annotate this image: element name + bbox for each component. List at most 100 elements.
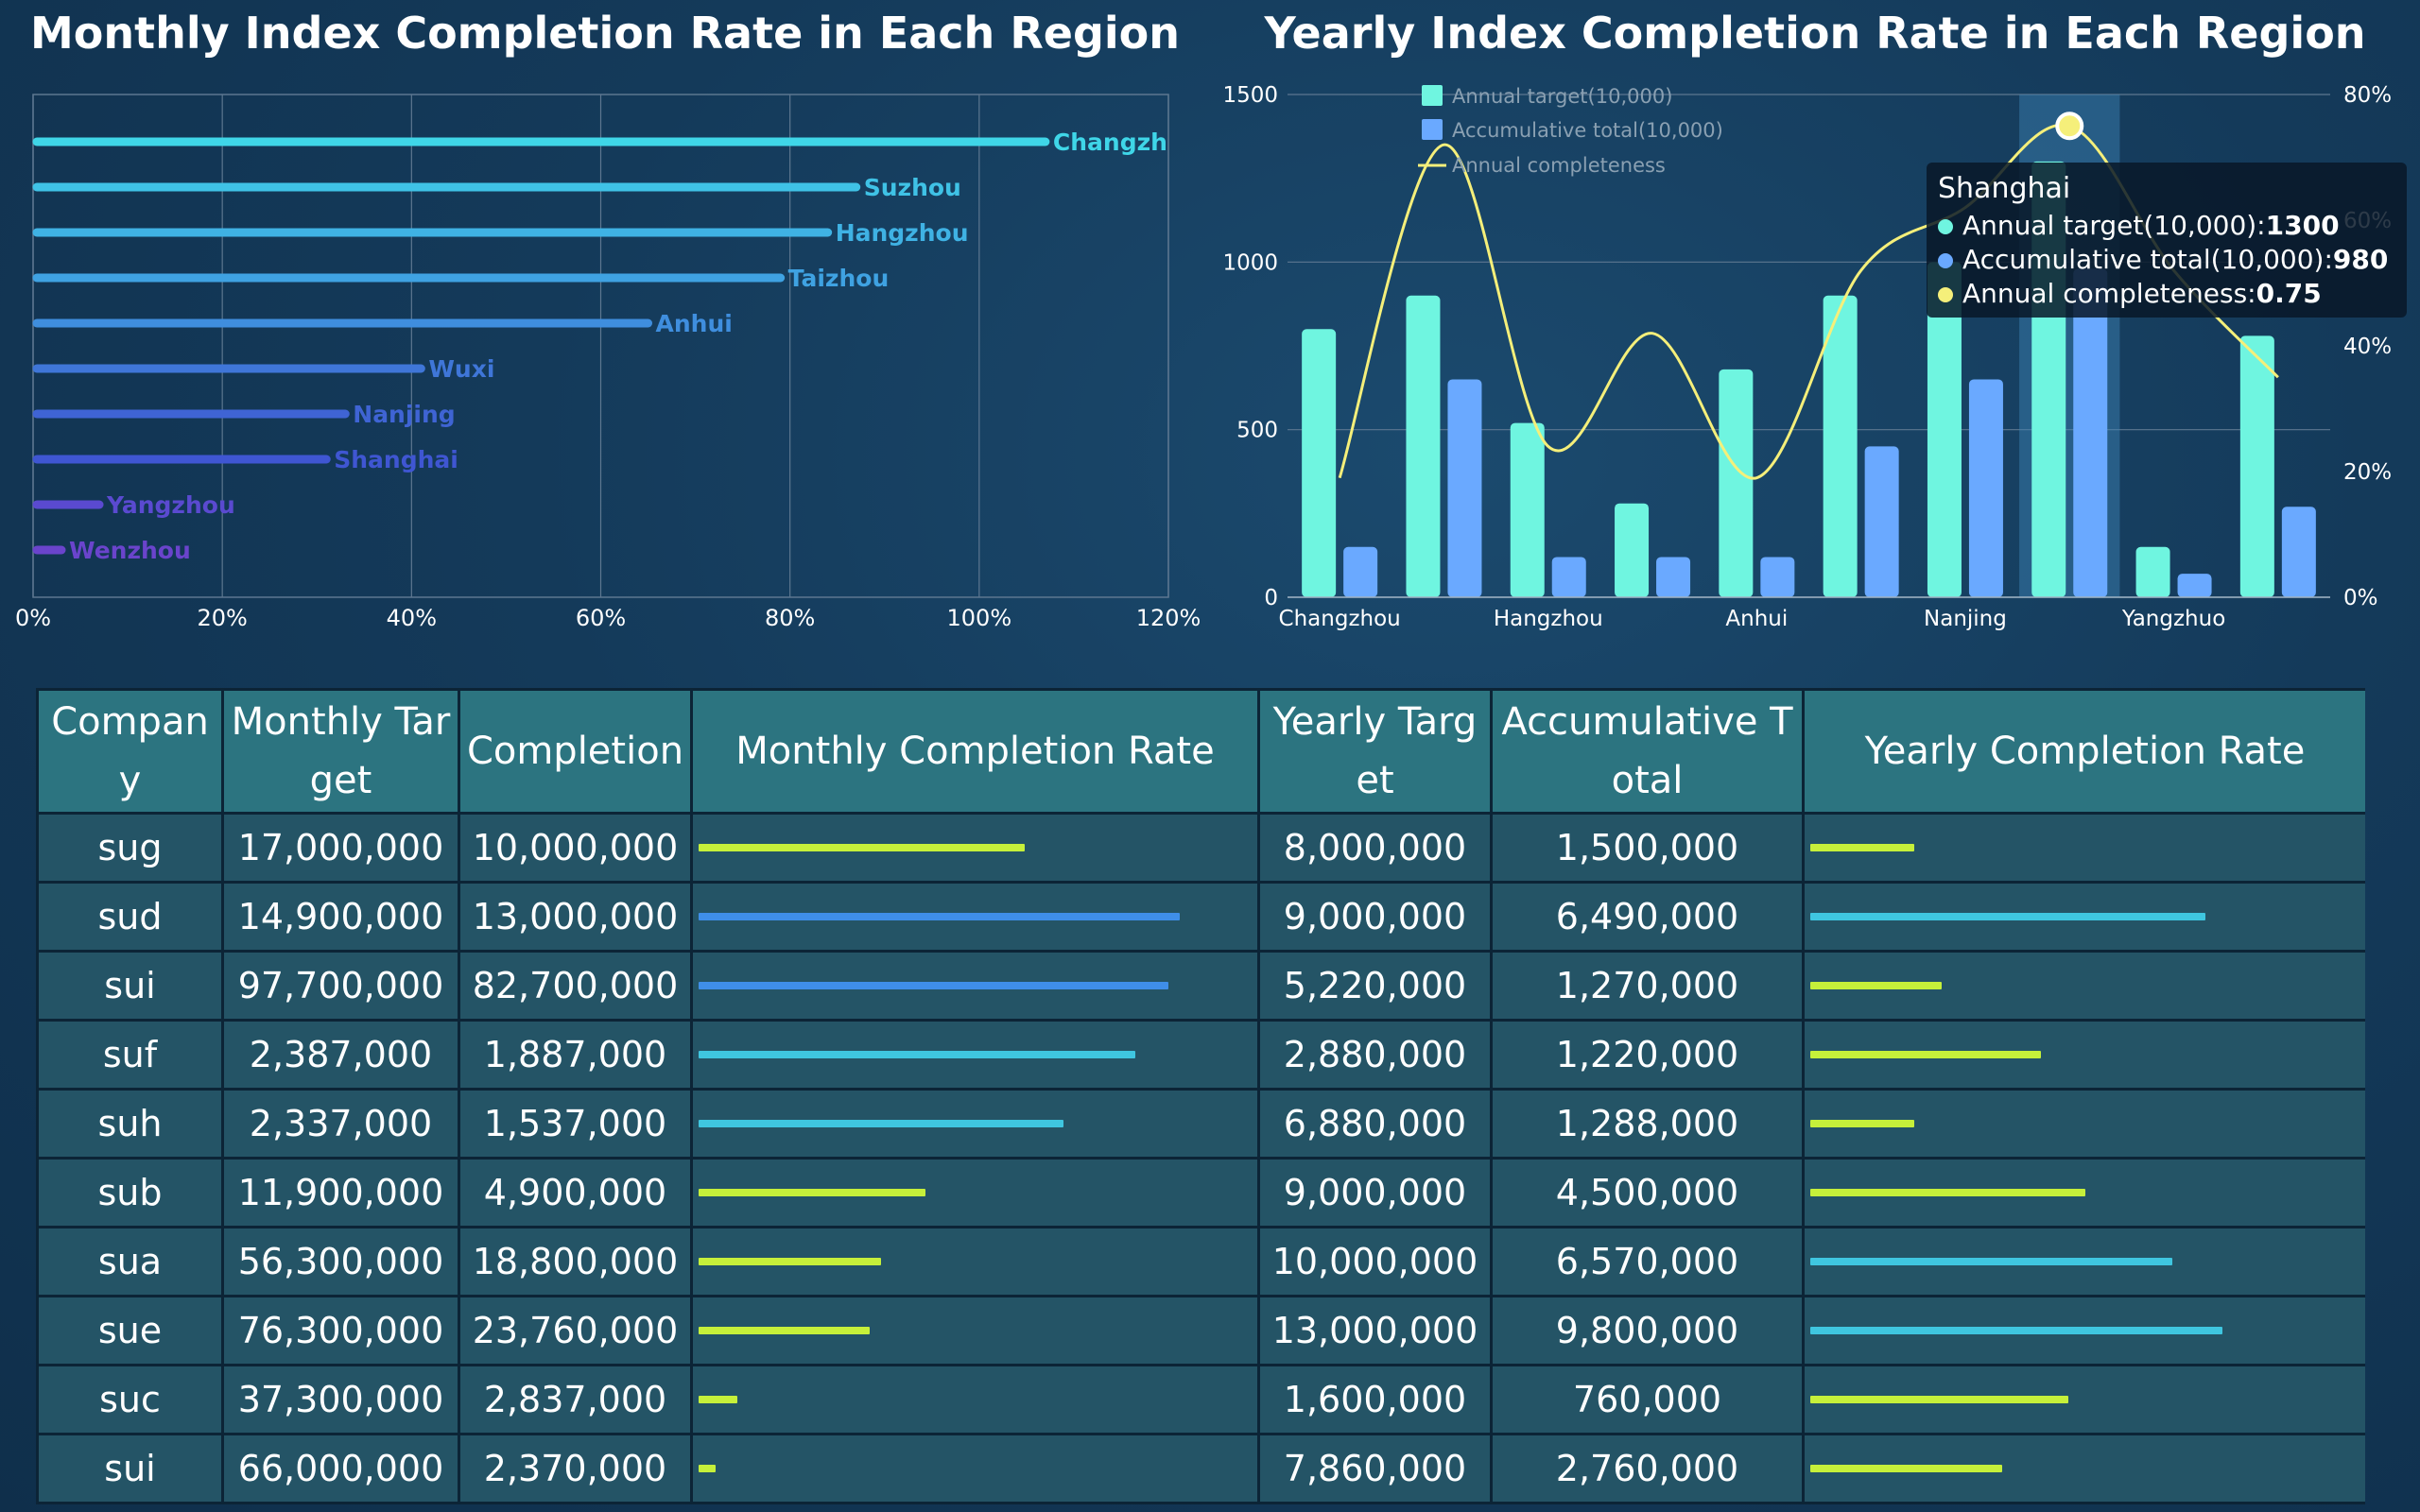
tooltip-label-accumulative-total: Accumulative total(10,000): (1962, 244, 2333, 275)
cell-monthly-target: 2,337,000 (221, 1088, 460, 1160)
monthly-completion-rate-bar (699, 1189, 925, 1196)
yearly-total-bar-changzhou (1343, 546, 1378, 597)
header-completion: Completion (458, 688, 693, 815)
cell-yearly-completion-rate (1802, 812, 2365, 884)
cell-accumulative-total: 2,760,000 (1490, 1433, 1805, 1504)
table-row: sui 97,700,000 82,700,000 5,220,000 1,270,00… (36, 950, 2365, 1022)
yearly-completion-rate-bar (1810, 913, 2206, 920)
cell-completion: 82,700,000 (458, 950, 693, 1022)
table-row: sug 17,000,000 10,000,000 8,000,000 1,500,00… (36, 812, 2365, 884)
cell-yearly-target: 9,000,000 (1257, 1157, 1493, 1228)
yearly-target-bar-hangzhou (1510, 422, 1545, 597)
header-monthly-completion-rate: Monthly Completion Rate (690, 688, 1260, 815)
monthly-x-tick-label: 40% (387, 605, 437, 631)
cell-monthly-completion-rate (690, 1226, 1260, 1297)
cell-monthly-target: 2,387,000 (221, 1019, 460, 1091)
tooltip-label-annual-completeness: Annual completeness: (1962, 278, 2256, 309)
yearly-right-tick-label: 40% (2343, 335, 2392, 359)
yearly-left-tick-label: 0 (1264, 586, 1278, 610)
cell-accumulative-total: 4,500,000 (1490, 1157, 1805, 1228)
cell-yearly-target: 2,880,000 (1257, 1019, 1493, 1091)
yearly-target-bar-taizhou (1615, 503, 1650, 597)
cell-yearly-target: 13,000,000 (1257, 1295, 1493, 1366)
cell-yearly-completion-rate (1802, 1088, 2365, 1160)
yearly-x-tick-label: Changzhou (1279, 607, 1401, 631)
cell-company: suf (36, 1019, 224, 1091)
cell-yearly-target: 8,000,000 (1257, 812, 1493, 884)
yearly-completion-rate-bar (1810, 1189, 2085, 1196)
tooltip-value-annual-completeness: 0.75 (2256, 278, 2322, 309)
cell-completion: 1,537,000 (458, 1088, 693, 1160)
yearly-right-tick-label: 0% (2343, 586, 2378, 610)
cell-monthly-completion-rate (690, 1088, 1260, 1160)
monthly-chart-title: Monthly Index Completion Rate in Each Re… (30, 8, 1180, 59)
cell-monthly-completion-rate (690, 881, 1260, 953)
yearly-legend-label-annual-completeness: Annual completeness (1452, 154, 1666, 177)
cell-company: sub (36, 1157, 224, 1228)
yearly-completion-chart: 0500100015000%20%40%60%80%ChangzhouHangz… (1222, 83, 2392, 631)
monthly-bar-label-taizhou: Taizhou (788, 265, 890, 292)
yearly-completion-rate-bar (1810, 982, 1943, 989)
yearly-target-bar-wenzhou (2239, 335, 2274, 597)
header-company: Company (36, 688, 224, 815)
chart-tooltip: Shanghai Annual target(10,000):1300 Accu… (1927, 163, 2407, 318)
header-yearly-target: Yearly Target (1257, 688, 1493, 815)
yearly-total-bar-hangzhou (1551, 557, 1586, 597)
yearly-legend-swatch-annual-target-10-000 (1422, 85, 1443, 106)
monthly-x-tick-label: 100% (947, 605, 1012, 631)
monthly-bar-label-hangzhou: Hangzhou (836, 219, 969, 247)
monthly-completion-rate-bar (699, 982, 1169, 989)
yearly-completion-rate-bar (1810, 1396, 2069, 1403)
cell-monthly-target: 14,900,000 (221, 881, 460, 953)
cell-yearly-completion-rate (1802, 1433, 2365, 1504)
cell-company: suc (36, 1364, 224, 1435)
tooltip-dot-annual-completeness (1938, 287, 1953, 302)
table-row: sui 66,000,000 2,370,000 7,860,000 2,760,000 (36, 1433, 2365, 1504)
cell-company: suh (36, 1088, 224, 1160)
completion-table-container[interactable]: Company Monthly Target Completion Monthl… (36, 688, 2365, 1512)
yearly-left-tick-label: 500 (1236, 419, 1278, 443)
cell-company: sug (36, 812, 224, 884)
cell-yearly-completion-rate (1802, 1019, 2365, 1091)
table-header-row: Company Monthly Target Completion Monthl… (36, 688, 2365, 815)
cell-monthly-completion-rate (690, 950, 1260, 1022)
cell-accumulative-total: 760,000 (1490, 1364, 1805, 1435)
yearly-total-bar-anhui (1760, 557, 1795, 597)
table-row: suh 2,337,000 1,537,000 6,880,000 1,288,000 (36, 1088, 2365, 1160)
cell-accumulative-total: 9,800,000 (1490, 1295, 1805, 1366)
cell-yearly-target: 6,880,000 (1257, 1088, 1493, 1160)
cell-yearly-target: 10,000,000 (1257, 1226, 1493, 1297)
yearly-total-bar-nanjing (1968, 379, 2003, 597)
monthly-completion-rate-bar (699, 1120, 1064, 1127)
monthly-completion-rate-bar (699, 1465, 716, 1472)
cell-yearly-target: 1,600,000 (1257, 1364, 1493, 1435)
cell-monthly-completion-rate (690, 1364, 1260, 1435)
cell-monthly-target: 56,300,000 (221, 1226, 460, 1297)
cell-accumulative-total: 6,490,000 (1490, 881, 1805, 953)
yearly-target-bar-wuxi (1823, 295, 1858, 597)
table-row: sua 56,300,000 18,800,000 10,000,000 6,570,0… (36, 1226, 2365, 1297)
cell-accumulative-total: 1,288,000 (1490, 1088, 1805, 1160)
yearly-right-tick-label: 20% (2343, 460, 2392, 485)
yearly-target-bar-anhui (1719, 369, 1754, 597)
monthly-completion-rate-bar (699, 1327, 871, 1334)
tooltip-value-annual-target: 1300 (2265, 210, 2340, 241)
yearly-completeness-point-shanghai (2055, 112, 2084, 141)
monthly-completion-rate-bar (699, 913, 1180, 920)
monthly-bar-label-anhui: Anhui (656, 310, 733, 337)
cell-company: sui (36, 950, 224, 1022)
cell-company: sua (36, 1226, 224, 1297)
cell-yearly-completion-rate (1802, 1226, 2365, 1297)
yearly-target-bar-yangzhou (2135, 546, 2170, 597)
yearly-x-tick-label: Hangzhou (1494, 607, 1603, 631)
yearly-completion-rate-bar (1810, 1051, 2042, 1058)
cell-company: sud (36, 881, 224, 953)
monthly-x-tick-label: 120% (1136, 605, 1201, 631)
cell-completion: 2,837,000 (458, 1364, 693, 1435)
tooltip-row-annual-completeness: Annual completeness:0.75 (1938, 277, 2395, 311)
monthly-x-tick-label: 0% (15, 605, 51, 631)
cell-yearly-target: 9,000,000 (1257, 881, 1493, 953)
cell-yearly-completion-rate (1802, 1364, 2365, 1435)
tooltip-dot-annual-target (1938, 219, 1953, 234)
yearly-completion-rate-bar (1810, 844, 1915, 851)
